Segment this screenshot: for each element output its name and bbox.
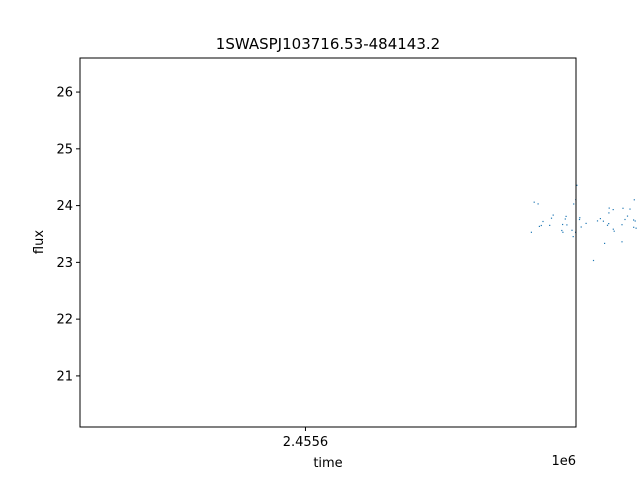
data-point — [606, 224, 609, 226]
data-point — [530, 231, 532, 233]
data-point — [613, 230, 615, 232]
y-tick-label: 21 — [56, 369, 73, 384]
data-point — [580, 226, 582, 228]
x-axis-label: time — [313, 456, 342, 471]
y-tick-label: 23 — [56, 256, 73, 271]
data-point — [626, 215, 629, 217]
data-point — [585, 222, 587, 224]
data-point — [622, 207, 624, 209]
data-points — [530, 184, 637, 262]
data-point — [538, 225, 540, 227]
data-point — [562, 223, 564, 226]
data-point — [537, 203, 539, 205]
data-point — [572, 236, 574, 238]
data-point — [602, 220, 604, 222]
y-tick-label: 26 — [56, 86, 73, 101]
data-point — [564, 218, 566, 220]
data-point — [550, 217, 553, 219]
data-point — [633, 226, 635, 228]
data-point — [635, 227, 637, 229]
data-point — [573, 203, 575, 205]
data-point — [549, 224, 551, 226]
data-point — [604, 242, 606, 244]
data-point — [634, 220, 636, 222]
plot-frame — [79, 57, 577, 428]
data-point — [633, 219, 635, 221]
y-tick-label: 22 — [56, 313, 73, 328]
y-tick-label: 24 — [56, 199, 73, 214]
data-point — [596, 220, 599, 222]
data-point — [612, 228, 614, 230]
x-axis-offset-label: 1e6 — [551, 454, 576, 469]
data-point — [608, 212, 610, 214]
data-point — [608, 223, 610, 225]
data-point — [565, 215, 567, 217]
chart-title: 1SWASPJ103716.53-484143.2 — [216, 35, 440, 53]
data-point — [566, 224, 568, 226]
data-point — [624, 218, 626, 221]
data-point — [599, 218, 601, 220]
data-point — [578, 218, 581, 221]
x-tick-label: 2.4556 — [283, 435, 329, 450]
data-point — [608, 207, 610, 209]
data-point — [562, 231, 564, 233]
data-point — [533, 201, 535, 203]
data-point — [571, 229, 573, 231]
y-tick-label: 25 — [56, 142, 73, 157]
data-point — [621, 241, 623, 243]
data-point — [542, 220, 544, 223]
data-point — [612, 209, 614, 211]
data-point — [621, 224, 623, 226]
data-point — [592, 259, 595, 262]
y-axis-ticks: 21 22 23 24 25 26 — [56, 86, 80, 384]
data-point — [579, 217, 581, 219]
data-point — [629, 208, 631, 210]
data-point — [576, 184, 578, 186]
data-point — [633, 199, 635, 201]
data-point — [540, 224, 542, 227]
y-axis-label: flux — [32, 230, 47, 254]
data-point — [552, 214, 554, 216]
data-point — [561, 229, 563, 232]
